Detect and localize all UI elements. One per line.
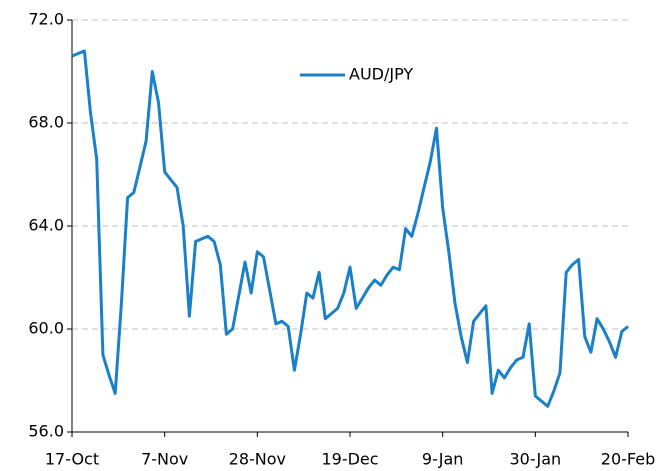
x-tick-label: 19-Dec bbox=[321, 450, 378, 469]
y-tick-label: 68.0 bbox=[28, 113, 64, 132]
series-line bbox=[71, 49, 629, 408]
x-tick-label: 28-Nov bbox=[229, 450, 286, 469]
y-tick-label: 72.0 bbox=[28, 10, 64, 29]
x-tick-label: 20-Feb bbox=[601, 450, 655, 469]
x-tick-label: 7-Nov bbox=[141, 450, 188, 469]
x-tick-label: 30-Jan bbox=[509, 450, 561, 469]
x-tick-label: 17-Oct bbox=[45, 450, 99, 469]
y-tick-label: 64.0 bbox=[28, 216, 64, 235]
legend-label: AUD/JPY bbox=[349, 65, 413, 84]
y-tick-label: 60.0 bbox=[28, 319, 64, 338]
x-tick-label: 9-Jan bbox=[422, 450, 464, 469]
y-tick-label: 56.0 bbox=[28, 422, 64, 441]
